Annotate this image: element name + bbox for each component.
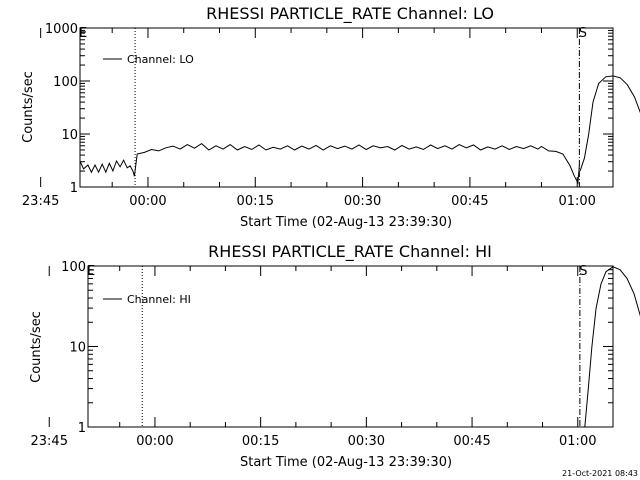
x-tick-label: 00:15 [237,194,274,209]
plot-title: RHESSI PARTICLE_RATE Channel: HI [208,242,492,262]
x-axis-label: Start Time (02-Aug-13 23:39:30) [240,215,452,230]
y-tick-label: 100 [53,75,78,90]
plot-frame [87,265,614,428]
x-tick-label: 00:30 [348,434,385,449]
marker-s: S [579,264,587,279]
x-tick-label: 23:45 [22,194,59,209]
x-axis-label: Start Time (02-Aug-13 23:39:30) [240,455,452,470]
x-tick-label: 00:00 [129,194,166,209]
y-tick-label: 1 [70,181,78,196]
y-tick-label: 100 [61,260,86,275]
x-tick-label: 00:45 [451,194,488,209]
series-line [584,266,640,428]
plot-title: RHESSI PARTICLE_RATE Channel: LO [206,4,494,24]
marker-s: S [579,26,587,41]
hi-channel-plot: RHESSI PARTICLE_RATE Channel: HI 110100 … [29,242,640,470]
y-axis-label: Counts/sec [29,311,44,383]
x-tick-label: 00:30 [344,194,381,209]
lo-channel-plot: RHESSI PARTICLE_RATE Channel: LO 1 10 100 1… [21,4,640,230]
x-tick-label: 23:45 [31,434,68,449]
y-axis-label: Counts/sec [21,71,36,143]
series-line [579,75,640,172]
timestamp: 21-Oct-2021 08:43 [562,469,638,478]
legend: Channel: LO [103,53,194,66]
marker-e: E [79,26,87,41]
plot-frame [79,27,614,188]
x-tick-label: 01:00 [559,434,596,449]
x-tick-label: 01:00 [558,194,595,209]
x-tick-label: 00:00 [136,434,173,449]
series-line [79,142,580,185]
x-tick-label: 00:45 [453,434,490,449]
legend: Channel: HI [103,293,191,306]
marker-e: E [87,264,95,279]
y-tick-label: 1000 [45,22,78,37]
legend-label: Channel: HI [127,293,191,306]
legend-label: Channel: LO [127,53,194,66]
y-tick-label: 1 [78,421,86,436]
x-tick-label: 00:15 [242,434,279,449]
y-tick-label: 10 [69,341,86,356]
y-tick-label: 10 [61,128,78,143]
